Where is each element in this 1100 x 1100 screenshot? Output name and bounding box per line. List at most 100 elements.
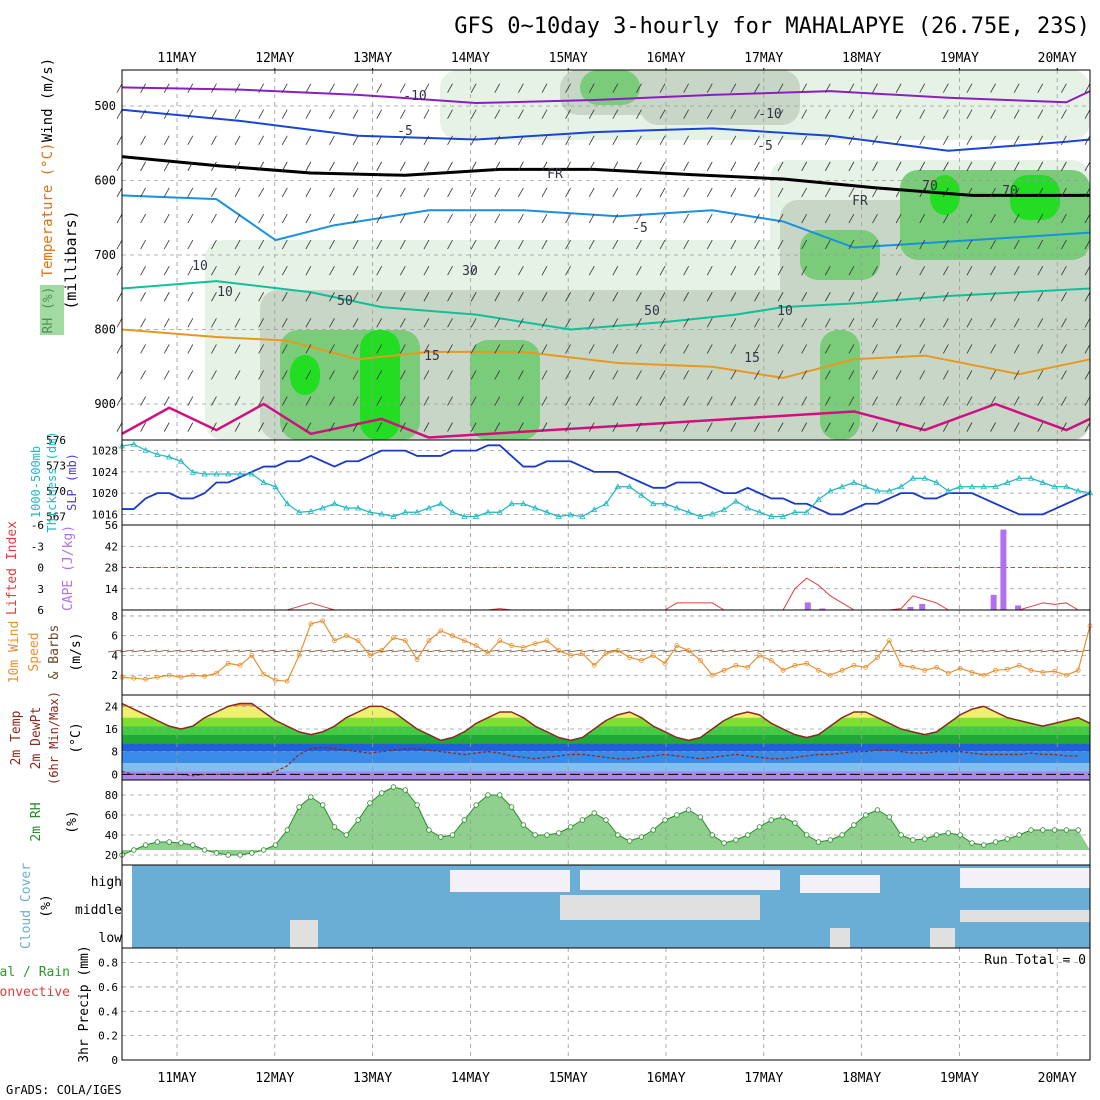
wind-barb	[234, 344, 241, 354]
wind-barb	[990, 135, 996, 145]
thickness-marker	[921, 474, 928, 481]
thickness-marker	[709, 510, 716, 517]
thickness-tick-label: 573	[46, 460, 66, 473]
wind-barb	[423, 161, 430, 172]
li-tick-label: 0	[37, 562, 44, 575]
cape-bar	[990, 594, 997, 610]
thickness-marker	[531, 504, 539, 511]
thickness-marker	[862, 483, 869, 490]
wind-speed-marker	[957, 665, 963, 671]
rh-tick-label: 40	[105, 829, 118, 842]
wind-barb	[848, 344, 855, 354]
contour-label: 70	[922, 179, 938, 194]
wind-barb	[187, 109, 194, 119]
wind-barb	[942, 318, 949, 328]
temperature-contour	[121, 155, 1090, 197]
thickness-marker	[567, 511, 574, 518]
wind-barb	[187, 83, 194, 93]
wind-10m-barb	[733, 649, 748, 653]
contour-label: -5	[632, 221, 648, 236]
rh-shade-area	[290, 355, 320, 395]
wind-barb	[163, 161, 170, 172]
wind-barb	[116, 161, 123, 172]
wind-barb	[801, 161, 808, 172]
wind-barb	[281, 396, 288, 406]
wind-barb	[872, 187, 878, 198]
wind-barb	[754, 292, 760, 302]
wind-barb	[683, 83, 689, 93]
wind-barb	[777, 422, 784, 432]
wind-barb	[541, 239, 548, 250]
rh-2m-marker	[284, 827, 290, 833]
wind-speed-marker	[579, 651, 585, 656]
thickness-marker	[1004, 479, 1011, 485]
thickness-marker	[756, 508, 763, 515]
wind-barb	[447, 161, 453, 172]
wind-speed-marker	[1052, 668, 1057, 674]
wind-barb	[636, 161, 642, 172]
wind-barb	[872, 422, 878, 432]
wind-speed-marker	[202, 673, 208, 679]
rh-2m-marker	[142, 842, 149, 848]
wind-10m-barb	[509, 649, 524, 653]
wind-barb	[423, 187, 430, 198]
wind-barb	[376, 370, 383, 380]
cloud-cover-axis-label: Cloud Cover	[19, 863, 34, 949]
wind-10m-barb	[131, 649, 146, 653]
wind-barb	[777, 292, 784, 302]
wind-barb	[352, 213, 359, 224]
cape-bar	[1000, 529, 1007, 610]
wind-barb	[187, 370, 194, 380]
wind-barb	[352, 292, 359, 302]
thickness-marker	[472, 513, 480, 519]
rh-2m-marker	[863, 812, 869, 818]
wind-barb	[1037, 370, 1044, 380]
cloud-block	[930, 928, 955, 948]
top-day-label: 14MAY	[451, 51, 490, 66]
wind-barb	[872, 344, 878, 354]
wind-barb	[518, 396, 524, 406]
wind-barb	[824, 265, 831, 276]
cloud-block	[830, 928, 850, 948]
wind-barb	[588, 239, 595, 250]
wind-barb	[1084, 344, 1091, 354]
high-cloud-block	[960, 868, 1090, 888]
wind-barb	[494, 239, 501, 250]
rh-2m-marker	[1040, 827, 1046, 833]
wind-barb	[541, 318, 548, 328]
rh-2m-marker	[768, 817, 774, 823]
rh-2m-marker	[355, 817, 361, 823]
rh-2m-marker	[1075, 827, 1081, 833]
wind-speed-marker	[296, 653, 302, 658]
wind-barb	[447, 213, 453, 224]
wind-barb	[706, 265, 713, 276]
wind-barb	[612, 265, 619, 276]
wind-barb	[942, 265, 949, 276]
thickness-marker	[1015, 474, 1023, 481]
thickness-marker	[779, 513, 787, 519]
wind-barb	[942, 292, 949, 302]
wind-barb	[919, 370, 926, 380]
wind-speed-marker	[733, 662, 739, 668]
precip-tick-label: 0.4	[98, 1005, 118, 1018]
wind-speed-marker	[343, 633, 349, 639]
rh-2m-marker	[615, 832, 621, 838]
wind-barb	[1084, 109, 1091, 119]
wind-barb	[1037, 265, 1044, 276]
wind-10m-barb	[225, 649, 241, 653]
wind-barb	[895, 396, 902, 406]
wind-barb	[352, 161, 359, 172]
wind-barb	[376, 318, 383, 328]
wind-barb	[1013, 370, 1020, 380]
wind-10m-barb	[462, 649, 477, 653]
wind-speed-marker	[804, 660, 810, 666]
wind-speed-marker	[1040, 669, 1046, 675]
cloud-level-label: middle	[75, 903, 122, 918]
wind-10m-barb	[1052, 649, 1067, 653]
wind-barb	[163, 213, 170, 224]
wind-speed-marker	[391, 635, 396, 641]
wind-barb	[329, 239, 335, 250]
wind-barb	[258, 109, 265, 119]
li-tick-label: -6	[31, 519, 44, 532]
wind-barb	[234, 239, 241, 250]
